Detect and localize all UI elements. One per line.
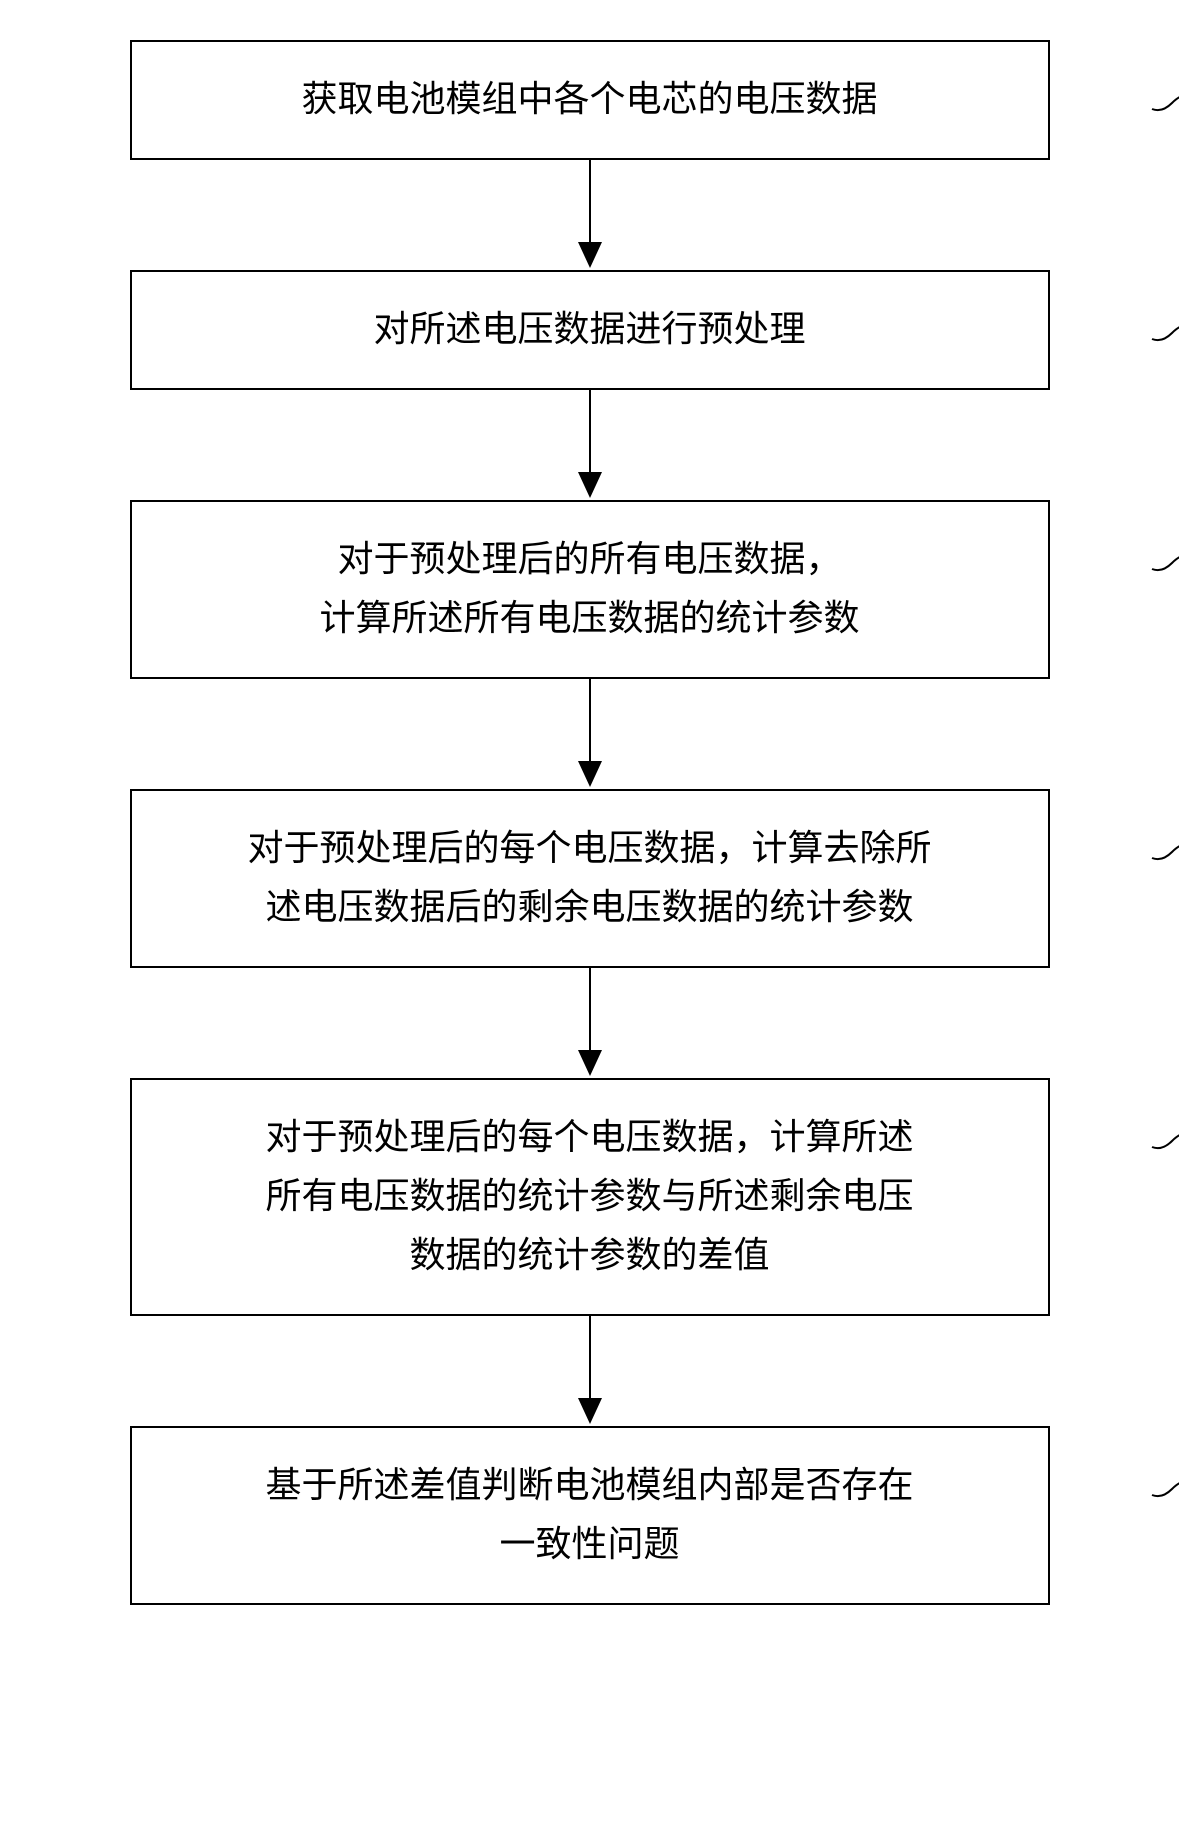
step-S1: 获取电池模组中各个电芯的电压数据S1: [40, 40, 1140, 160]
step-box: 对所述电压数据进行预处理: [130, 270, 1050, 390]
step-S5: 对于预处理后的每个电压数据，计算所述所有电压数据的统计参数与所述剩余电压数据的统…: [40, 1078, 1140, 1316]
step-text: 获取电池模组中各个电芯的电压数据: [301, 70, 877, 129]
step-box: 基于所述差值判断电池模组内部是否存在一致性问题: [130, 1426, 1050, 1605]
step-text: 基于所述差值判断电池模组内部是否存在一致性问题: [265, 1456, 913, 1575]
connector-squiggle: [1150, 1123, 1179, 1153]
flowchart-container: 获取电池模组中各个电芯的电压数据S1 对所述电压数据进行预处理S2 对于预处理后的所…: [40, 40, 1140, 1605]
connector-squiggle: [1150, 545, 1179, 575]
step-box: 对于预处理后的每个电压数据，计算去除所述电压数据后的剩余电压数据的统计参数: [130, 789, 1050, 968]
step-text: 对所述电压数据进行预处理: [373, 300, 805, 359]
arrow-connector: [40, 1316, 1140, 1426]
step-text: 对于预处理后的每个电压数据，计算去除所述电压数据后的剩余电压数据的统计参数: [247, 819, 931, 938]
step-S3: 对于预处理后的所有电压数据，计算所述所有电压数据的统计参数S3: [40, 500, 1140, 679]
step-S2: 对所述电压数据进行预处理S2: [40, 270, 1140, 390]
connector-squiggle: [1150, 315, 1179, 345]
arrow-connector: [40, 160, 1140, 270]
connector-squiggle: [1150, 834, 1179, 864]
arrow-connector: [40, 679, 1140, 789]
step-text: 对于预处理后的每个电压数据，计算所述所有电压数据的统计参数与所述剩余电压数据的统…: [265, 1108, 913, 1286]
step-box: 对于预处理后的所有电压数据，计算所述所有电压数据的统计参数: [130, 500, 1050, 679]
arrow-connector: [40, 390, 1140, 500]
step-text: 对于预处理后的所有电压数据，计算所述所有电压数据的统计参数: [319, 530, 859, 649]
step-box: 获取电池模组中各个电芯的电压数据: [130, 40, 1050, 160]
step-S6: 基于所述差值判断电池模组内部是否存在一致性问题S6: [40, 1426, 1140, 1605]
connector-squiggle: [1150, 1471, 1179, 1501]
arrow-connector: [40, 968, 1140, 1078]
step-S4: 对于预处理后的每个电压数据，计算去除所述电压数据后的剩余电压数据的统计参数S4: [40, 789, 1140, 968]
step-box: 对于预处理后的每个电压数据，计算所述所有电压数据的统计参数与所述剩余电压数据的统…: [130, 1078, 1050, 1316]
connector-squiggle: [1150, 85, 1179, 115]
